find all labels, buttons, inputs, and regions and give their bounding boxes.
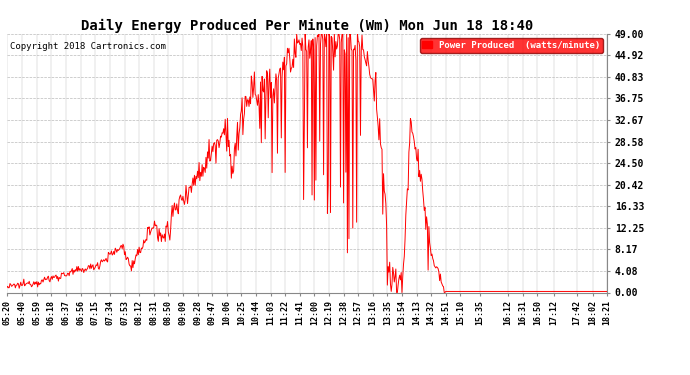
Title: Daily Energy Produced Per Minute (Wm) Mon Jun 18 18:40: Daily Energy Produced Per Minute (Wm) Mo… [81,18,533,33]
Text: Copyright 2018 Cartronics.com: Copyright 2018 Cartronics.com [10,42,166,51]
Legend: Power Produced  (watts/minute): Power Produced (watts/minute) [420,38,602,53]
